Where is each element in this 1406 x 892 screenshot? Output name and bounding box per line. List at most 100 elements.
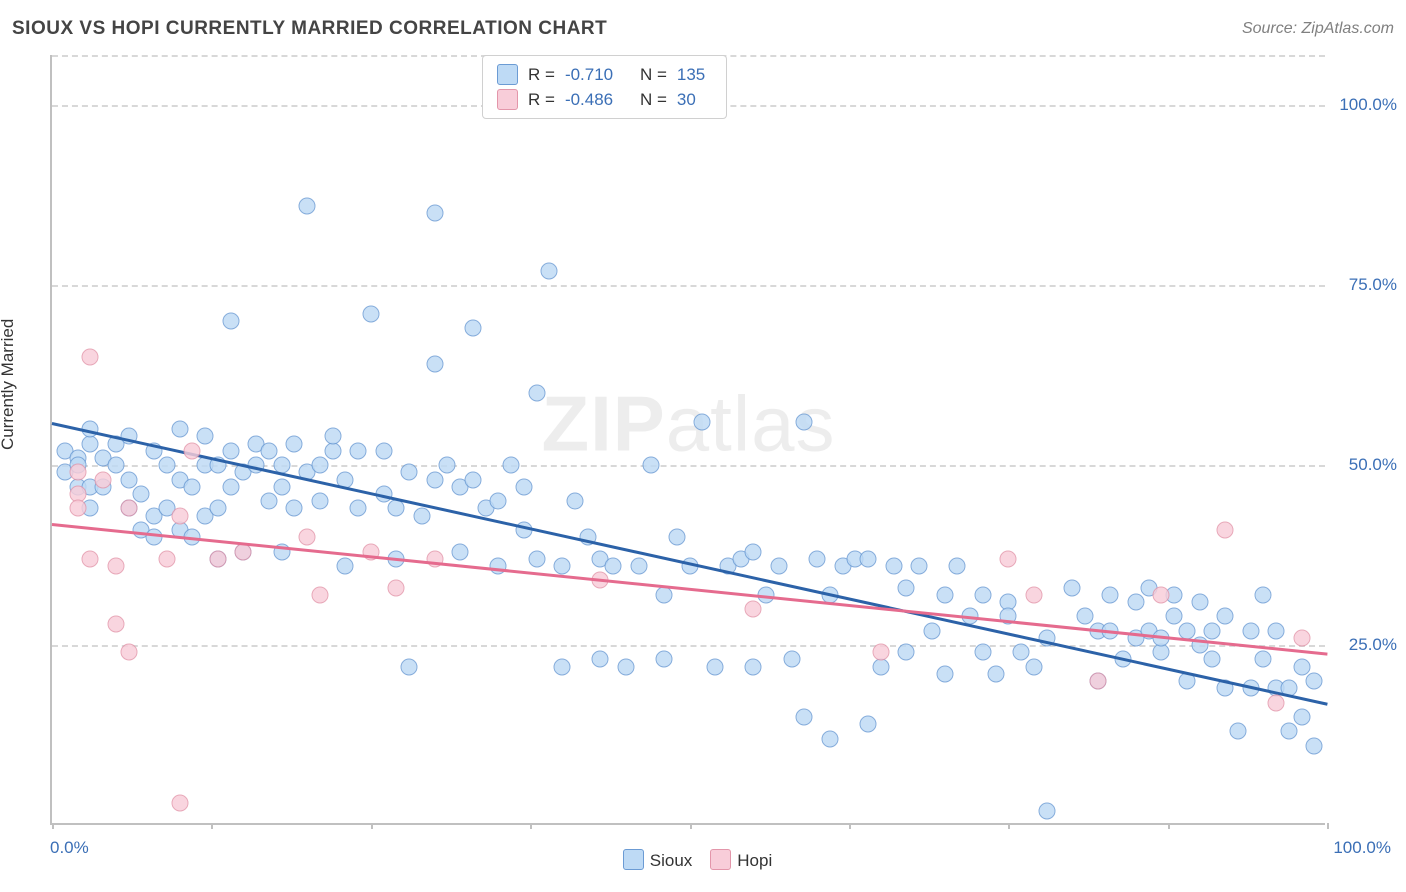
x-tick xyxy=(530,823,532,829)
data-point xyxy=(554,557,571,574)
data-point xyxy=(1255,586,1272,603)
data-point xyxy=(1076,608,1093,625)
data-point xyxy=(1268,694,1285,711)
chart-title: SIOUX VS HOPI CURRENTLY MARRIED CORRELAT… xyxy=(12,18,607,39)
x-tick xyxy=(1008,823,1010,829)
data-point xyxy=(528,385,545,402)
legend-swatch xyxy=(710,849,731,870)
data-point xyxy=(273,478,290,495)
data-point xyxy=(311,586,328,603)
legend-n-label: N = xyxy=(640,65,667,85)
data-point xyxy=(401,658,418,675)
data-point xyxy=(426,471,443,488)
data-point xyxy=(1280,723,1297,740)
gridline xyxy=(52,285,1325,287)
data-point xyxy=(413,507,430,524)
data-point xyxy=(1013,644,1030,661)
correlation-legend: R =-0.710N =135R =-0.486N =30 xyxy=(482,55,727,119)
data-point xyxy=(286,500,303,517)
y-tick-label: 75.0% xyxy=(1332,275,1397,295)
x-tick xyxy=(52,823,54,829)
data-point xyxy=(1089,673,1106,690)
data-point xyxy=(592,651,609,668)
data-point xyxy=(107,615,124,632)
x-tick xyxy=(849,823,851,829)
data-point xyxy=(923,622,940,639)
data-point xyxy=(528,550,545,567)
data-point xyxy=(69,500,86,517)
y-tick-label: 25.0% xyxy=(1332,635,1397,655)
data-point xyxy=(821,730,838,747)
data-point xyxy=(426,205,443,222)
data-point xyxy=(184,442,201,459)
legend-n-value: 135 xyxy=(677,65,712,85)
data-point xyxy=(171,421,188,438)
data-point xyxy=(1166,608,1183,625)
legend-r-label: R = xyxy=(528,65,555,85)
data-point xyxy=(643,457,660,474)
data-point xyxy=(745,543,762,560)
data-point xyxy=(745,601,762,618)
source-attribution: Source: ZipAtlas.com xyxy=(1242,20,1394,38)
data-point xyxy=(222,442,239,459)
data-point xyxy=(184,478,201,495)
data-point xyxy=(694,414,711,431)
data-point xyxy=(949,557,966,574)
data-point xyxy=(1102,586,1119,603)
data-point xyxy=(120,500,137,517)
y-tick-label: 100.0% xyxy=(1332,95,1397,115)
legend-n-value: 30 xyxy=(677,90,712,110)
series-legend: SiouxHopi xyxy=(52,849,1325,871)
data-point xyxy=(69,464,86,481)
data-point xyxy=(1204,651,1221,668)
x-tick xyxy=(371,823,373,829)
data-point xyxy=(286,435,303,452)
data-point xyxy=(554,658,571,675)
data-point xyxy=(860,716,877,733)
data-point xyxy=(515,478,532,495)
data-point xyxy=(171,507,188,524)
data-point xyxy=(707,658,724,675)
data-point xyxy=(1025,586,1042,603)
data-point xyxy=(541,262,558,279)
data-point xyxy=(209,550,226,567)
data-point xyxy=(745,658,762,675)
data-point xyxy=(1025,658,1042,675)
legend-swatch xyxy=(497,89,518,110)
data-point xyxy=(1204,622,1221,639)
data-point xyxy=(133,485,150,502)
data-point xyxy=(872,644,889,661)
data-point xyxy=(974,586,991,603)
legend-r-value: -0.710 xyxy=(565,65,620,85)
data-point xyxy=(630,557,647,574)
data-point xyxy=(783,651,800,668)
data-point xyxy=(668,529,685,546)
data-point xyxy=(1064,579,1081,596)
data-point xyxy=(388,579,405,596)
data-point xyxy=(299,529,316,546)
data-point xyxy=(1306,673,1323,690)
data-point xyxy=(796,709,813,726)
data-point xyxy=(260,442,277,459)
data-point xyxy=(1229,723,1246,740)
data-point xyxy=(197,428,214,445)
data-point xyxy=(1242,622,1259,639)
data-point xyxy=(82,349,99,366)
data-point xyxy=(656,651,673,668)
x-tick xyxy=(690,823,692,829)
y-axis-label: Currently Married xyxy=(0,319,18,450)
data-point xyxy=(1153,586,1170,603)
x-tick xyxy=(211,823,213,829)
data-point xyxy=(464,320,481,337)
x-axis-max-label: 100.0% xyxy=(1333,838,1391,858)
data-point xyxy=(222,478,239,495)
data-point xyxy=(82,550,99,567)
data-point xyxy=(1268,622,1285,639)
data-point xyxy=(107,557,124,574)
data-point xyxy=(1255,651,1272,668)
data-point xyxy=(898,644,915,661)
data-point xyxy=(911,557,928,574)
data-point xyxy=(1217,608,1234,625)
data-point xyxy=(490,493,507,510)
data-point xyxy=(362,306,379,323)
